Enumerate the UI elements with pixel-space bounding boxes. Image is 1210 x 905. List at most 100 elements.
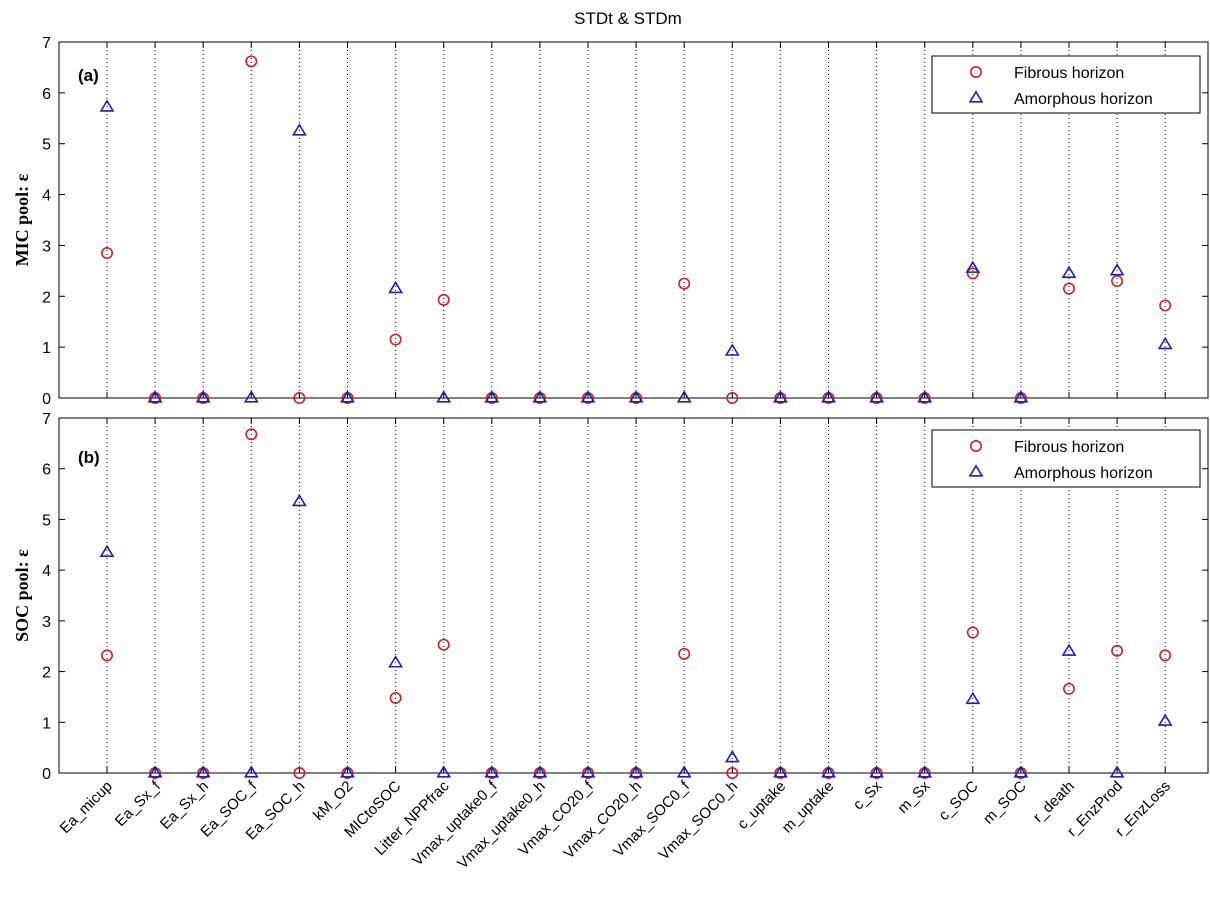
data-point [966, 267, 979, 280]
data-point [243, 765, 259, 778]
y-tick-label: 4 [42, 188, 51, 205]
data-point [436, 390, 452, 403]
data-point [1111, 275, 1124, 288]
data-point [965, 260, 981, 273]
chart-title: STDt & STDm [574, 9, 682, 28]
data-point [917, 390, 933, 403]
data-point [291, 123, 307, 136]
data-point [1061, 265, 1077, 279]
x-tick-label: m_SOC [980, 778, 1030, 828]
x-tick-label: m_Sx [894, 777, 933, 816]
data-point [243, 390, 259, 403]
y-tick-label: 5 [42, 137, 51, 154]
y-tick-label: 0 [42, 391, 51, 408]
panel-tag: (a) [78, 66, 99, 85]
legend-label: Amorphous horizon [1014, 91, 1153, 108]
data-point [965, 691, 981, 705]
y-tick-label: 4 [42, 563, 51, 580]
y-axis-label: MIC pool: ε [12, 173, 32, 266]
data-point [869, 765, 885, 778]
data-point [101, 649, 114, 662]
x-tick-label: Vmax_uptake0_h [454, 778, 549, 873]
data-point [388, 280, 404, 294]
data-point [245, 428, 258, 441]
data-point [724, 343, 740, 356]
data-point [293, 766, 306, 779]
data-point [1013, 390, 1029, 403]
data-point [99, 99, 115, 112]
data-point [340, 765, 355, 778]
data-point [293, 391, 306, 404]
data-point [628, 390, 644, 403]
data-point [99, 544, 115, 557]
y-tick-label: 2 [42, 289, 51, 306]
data-point [532, 390, 548, 403]
legend-marker [968, 90, 984, 103]
data-point [678, 647, 691, 660]
panel-b: 0 1 2 3 4 5 6 7 SOC pool: ε (b) Fibrous horizon Amo… [12, 411, 1209, 783]
legend-label: Fibrous horizon [1014, 65, 1124, 82]
legend-box [931, 429, 1201, 488]
legend-marker [969, 439, 982, 452]
data-point [436, 765, 452, 778]
data-point [484, 390, 500, 403]
data-point [726, 766, 739, 779]
legend: Fibrous horizon Amorphous horizon [931, 429, 1201, 488]
y-tick-label: 3 [42, 614, 51, 631]
x-tick-label: m_uptake [779, 778, 838, 837]
plot-area [58, 417, 1209, 774]
data-point [966, 626, 979, 639]
data-point [1013, 765, 1029, 778]
data-point [676, 765, 692, 778]
legend-label: Fibrous horizon [1014, 439, 1124, 456]
data-point [437, 293, 450, 306]
data-point [580, 390, 596, 403]
data-point [628, 765, 644, 778]
data-point [772, 765, 788, 778]
y-axis-label: SOC pool: ε [12, 549, 32, 642]
data-point [245, 55, 258, 68]
data-point [726, 391, 739, 404]
legend-box [931, 55, 1201, 114]
plot-area [58, 41, 1209, 399]
data-point [1063, 682, 1076, 695]
x-tick-label: c_Sx [850, 777, 886, 813]
x-tick-label: r_death [1030, 778, 1078, 826]
data-point [1063, 282, 1076, 295]
y-tick-label: 1 [42, 715, 51, 732]
data-point [869, 390, 885, 403]
data-point [1159, 299, 1172, 312]
data-point [437, 638, 450, 651]
x-tick-label: kM_O2 [310, 778, 356, 824]
data-point [389, 691, 402, 704]
data-point [821, 390, 836, 403]
data-point [340, 390, 355, 403]
data-point [917, 765, 933, 778]
data-point [147, 390, 163, 403]
data-point [1109, 765, 1125, 778]
data-point [1157, 713, 1173, 726]
data-point [147, 765, 163, 778]
x-tick-label: Vmax_uptake0_f [409, 777, 501, 869]
y-tick-label: 5 [42, 512, 51, 529]
y-tick-label: 7 [42, 411, 51, 428]
x-tick-label: Ea_Sx_f [112, 777, 165, 830]
data-point [101, 247, 114, 260]
data-point [389, 333, 402, 346]
y-tick-label: 7 [42, 35, 51, 52]
legend-label: Amorphous horizon [1014, 465, 1153, 482]
data-point [580, 765, 596, 778]
y-tick-label: 0 [42, 766, 51, 783]
legend-marker [968, 464, 984, 477]
x-tick-label: Ea_micup [57, 778, 116, 837]
x-tick-label: c_SOC [935, 778, 981, 824]
data-point [532, 765, 548, 778]
y-tick-label: 3 [42, 238, 51, 255]
data-point [1157, 336, 1173, 350]
legend: Fibrous horizon Amorphous horizon [931, 55, 1201, 114]
y-tick-label: 6 [42, 86, 51, 103]
data-point [1109, 263, 1125, 276]
data-point [676, 390, 692, 403]
data-point [291, 493, 307, 507]
